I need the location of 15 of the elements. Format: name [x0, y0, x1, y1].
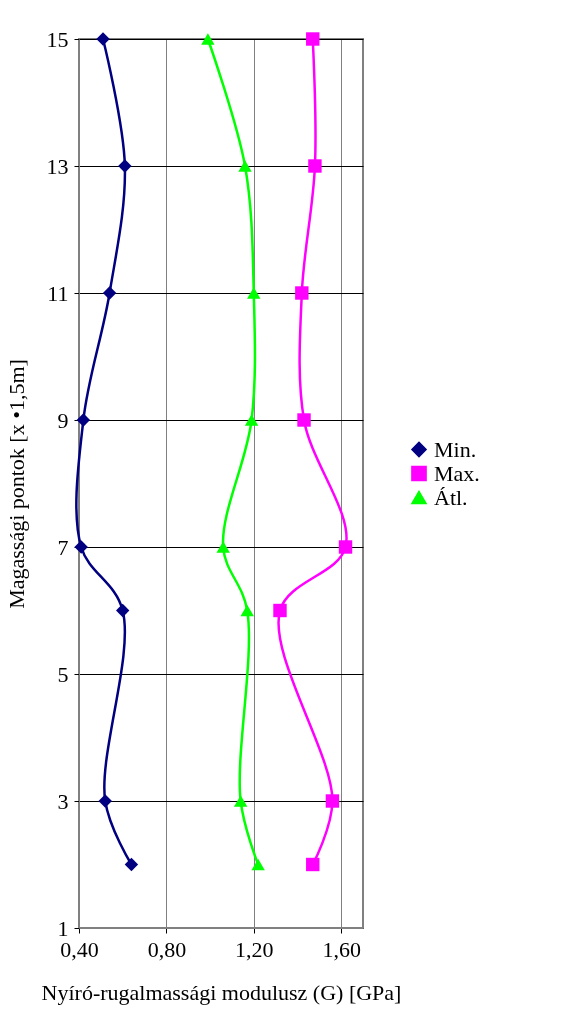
x-tick-label: 0,80 [147, 936, 187, 962]
x-tick-label: 1,20 [235, 936, 274, 962]
x-tick-label: 1,60 [322, 936, 361, 962]
x-axis-title: Nyíró-rugalmassági modulusz (G) [GPa] [41, 979, 402, 1005]
legend-label: Min. [434, 436, 477, 462]
y-tick-label: 11 [47, 280, 69, 306]
y-tick-label: 9 [57, 407, 69, 433]
y-tick-label: 3 [57, 788, 69, 814]
y-tick-label: 15 [46, 26, 69, 52]
y-tick-label: 5 [57, 661, 69, 687]
y-tick-label: 7 [57, 534, 69, 560]
legend-label: Max. [434, 460, 480, 486]
y-tick-label: 13 [46, 153, 69, 179]
y-axis-title: Magassági pontok [x •1,5m] [3, 359, 29, 609]
legend-label: Átl. [434, 484, 468, 510]
